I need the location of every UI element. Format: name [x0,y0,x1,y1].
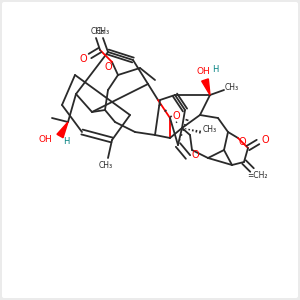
Text: O: O [104,62,112,72]
Text: CH₃: CH₃ [91,26,105,35]
Text: OH: OH [196,68,210,76]
Text: =CH₂: =CH₂ [247,170,267,179]
Polygon shape [57,122,68,138]
Polygon shape [202,79,210,95]
Text: CH₃: CH₃ [96,26,110,35]
Text: O: O [79,54,87,64]
Text: H: H [212,65,218,74]
FancyBboxPatch shape [2,2,298,298]
Text: CH₃: CH₃ [203,125,217,134]
Text: O: O [172,111,180,121]
Text: H: H [63,137,69,146]
Text: O: O [261,135,269,145]
Text: O: O [238,137,246,147]
Text: CH₃: CH₃ [225,82,239,91]
Text: OH: OH [38,136,52,145]
Text: CH₃: CH₃ [99,160,113,169]
Text: O: O [191,150,199,160]
